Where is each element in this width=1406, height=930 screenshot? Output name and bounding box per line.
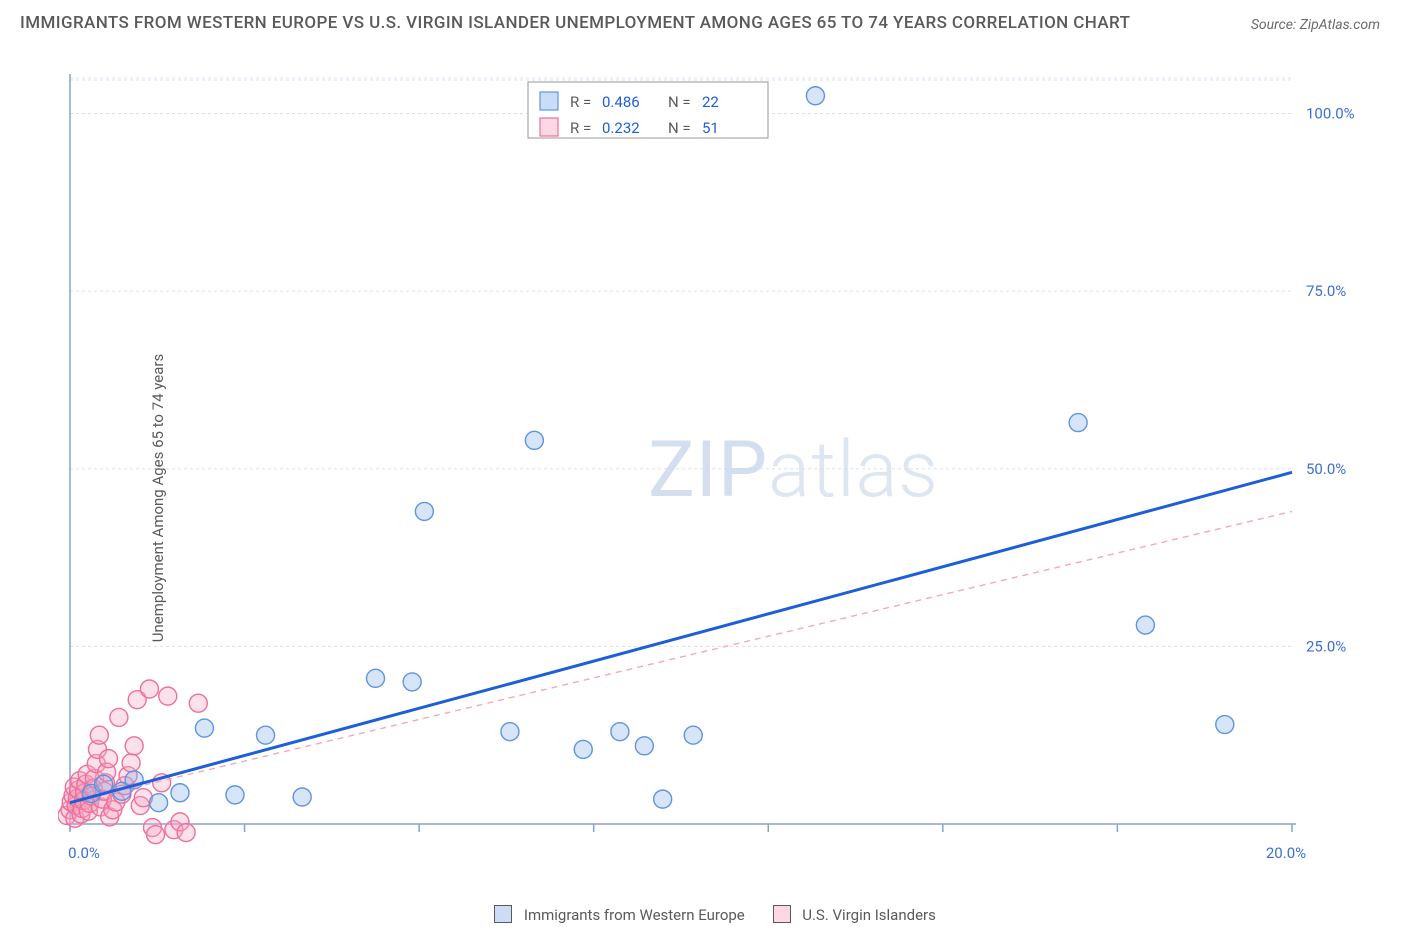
svg-text:20.0%: 20.0% xyxy=(1266,844,1306,862)
svg-text:0.0%: 0.0% xyxy=(68,844,100,862)
svg-text:22: 22 xyxy=(702,93,719,111)
series-pink-points xyxy=(58,680,207,844)
gridlines xyxy=(70,78,1292,646)
svg-text:0.232: 0.232 xyxy=(602,119,640,137)
svg-text:25.0%: 25.0% xyxy=(1306,637,1346,655)
svg-text:0.486: 0.486 xyxy=(602,93,640,111)
chart-area: Unemployment Among Ages 65 to 74 years Z… xyxy=(0,66,1406,930)
legend-label-pink: U.S. Virgin Islanders xyxy=(802,906,936,924)
svg-text:75.0%: 75.0% xyxy=(1306,282,1346,300)
svg-text:R =: R = xyxy=(570,119,591,137)
svg-text:R =: R = xyxy=(570,93,591,111)
svg-text:100.0%: 100.0% xyxy=(1306,105,1355,123)
stats-box: R = 0.486 N = 22 R = 0.232 N = 51 xyxy=(528,82,768,138)
svg-text:51: 51 xyxy=(702,119,719,137)
svg-text:N =: N = xyxy=(668,93,691,111)
svg-text:N =: N = xyxy=(668,119,691,137)
chart-title: IMMIGRANTS FROM WESTERN EUROPE VS U.S. V… xyxy=(20,10,1130,36)
y-tick-labels: 25.0% 50.0% 75.0% 100.0% xyxy=(1306,105,1355,656)
trend-lines xyxy=(70,472,1292,802)
legend-swatch-pink xyxy=(773,905,791,923)
x-tick-labels: 0.0% 20.0% xyxy=(68,844,1306,862)
source-label: Source: ZipAtlas.com xyxy=(1251,17,1380,36)
legend-swatch-blue xyxy=(494,905,512,923)
watermark: ZIPatlas xyxy=(648,425,939,516)
legend-label-blue: Immigrants from Western Europe xyxy=(524,906,745,924)
svg-text:50.0%: 50.0% xyxy=(1306,460,1346,478)
legend: Immigrants from Western Europe U.S. Virg… xyxy=(0,905,1406,924)
scatter-plot: ZIPatlas 25.0% 50.0% 75.0% 100.0% 0.0% 20.0%… xyxy=(58,66,1388,896)
chart-header: IMMIGRANTS FROM WESTERN EUROPE VS U.S. V… xyxy=(0,0,1406,36)
